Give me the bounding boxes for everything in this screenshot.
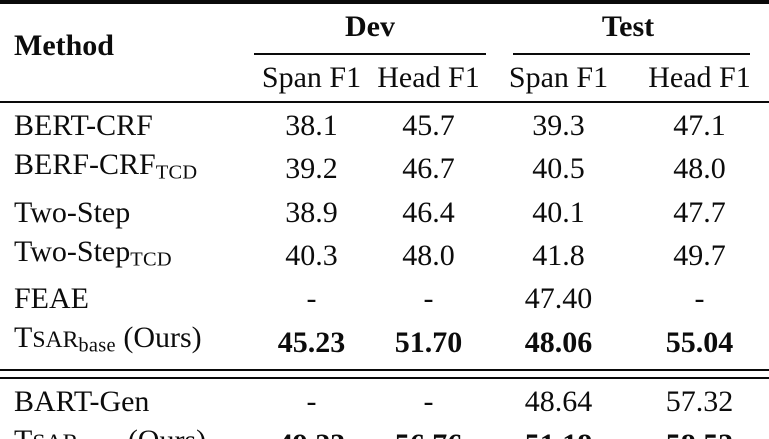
section-divider-row: [0, 369, 769, 380]
method-segment: SAR: [32, 430, 78, 439]
table-row: Two-StepTCD 40.3 48.0 41.8 49.7: [0, 232, 769, 280]
value-cell: 49.23: [253, 421, 370, 439]
value-cell: 48.0: [402, 239, 455, 273]
method-segment: SAR: [32, 327, 79, 354]
value-cell: 38.9: [285, 195, 338, 229]
header-sub-row: Span F1 Head F1 Span F1 Head F1: [0, 55, 769, 102]
value-cell: 46.7: [402, 152, 455, 186]
method-cell: BERT-CRF: [0, 102, 253, 145]
method-column-header: Method: [14, 29, 114, 62]
value-cell: -: [694, 282, 705, 316]
value-cell: -: [306, 385, 317, 419]
value-cell: -: [423, 385, 434, 419]
value-cell: 45.23: [277, 325, 346, 359]
method-segment: large: [78, 438, 120, 439]
subheader-dev-span-f1: Span F1: [261, 61, 362, 94]
table-row: BART-Gen - - 48.64 57.32: [0, 378, 769, 421]
table-header: Method Dev Test Span F1 Head F1 Span F1 …: [0, 2, 769, 102]
method-cell: TSARbase (Ours): [0, 318, 253, 370]
value-cell: 40.1: [532, 195, 585, 229]
method-segment: FEAE: [14, 282, 89, 316]
subheader-test-span-f1: Span F1: [508, 61, 609, 94]
value-cell: 51.18: [487, 421, 630, 439]
value-cell: 39.3: [532, 109, 585, 142]
section-divider: [0, 369, 769, 380]
dev-cmidrule: [254, 53, 487, 55]
method-segment: Two-Step: [14, 234, 131, 268]
table-row: FEAE - - 47.40 -: [0, 279, 769, 318]
value-cell: 51.70: [394, 325, 463, 359]
value-cell: 45.7: [402, 109, 455, 142]
value-cell: 48.0: [673, 152, 726, 186]
method-segment: Two-Step: [14, 195, 131, 229]
value-cell: 38.1: [285, 109, 338, 142]
value-cell: 46.4: [402, 195, 455, 229]
method-cell: Two-StepTCD: [0, 232, 253, 280]
value-cell: -: [306, 282, 317, 316]
value-cell: 57.32: [665, 385, 734, 419]
value-cell: 47.1: [673, 109, 726, 142]
subheader-test-head-f1: Head F1: [648, 61, 751, 94]
method-cell: Two-Step: [0, 193, 253, 232]
method-cell: FEAE: [0, 279, 253, 318]
method-segment: (Ours): [115, 321, 202, 355]
value-cell: 49.7: [673, 239, 726, 273]
method-segment: BERT-CRF: [14, 109, 153, 142]
results-section-baselines: BERT-CRF 38.1 45.7 39.3 47.1 BERF-CRFTCD 39.2 4…: [0, 102, 769, 370]
method-cell: TSARlarge (Ours): [0, 421, 253, 439]
value-cell: 40.3: [285, 239, 338, 273]
method-segment: base: [78, 335, 116, 358]
value-cell: 56.76: [370, 421, 487, 439]
group-label-test: Test: [601, 10, 655, 43]
section-divider-cell: [0, 369, 769, 380]
method-segment: (Ours): [120, 424, 206, 439]
value-cell: 47.7: [673, 195, 726, 229]
header-group-row: Method Dev Test: [0, 2, 769, 61]
method-segment: T: [14, 424, 32, 439]
value-cell: 47.40: [524, 282, 593, 316]
table-row: BERF-CRFTCD 39.2 46.7 40.5 48.0: [0, 145, 769, 193]
test-cmidrule: [513, 53, 751, 55]
group-header-dev: Dev: [253, 2, 487, 55]
method-segment: TCD: [130, 248, 172, 271]
value-cell: 40.5: [532, 152, 585, 186]
method-segment: BERF-CRF: [14, 148, 156, 181]
table-row: Two-Step 38.9 46.4 40.1 47.7: [0, 193, 769, 232]
method-cell: BERF-CRFTCD: [0, 145, 253, 193]
table-row: BERT-CRF 38.1 45.7 39.3 47.1: [0, 102, 769, 145]
table-row: TSARlarge (Ours)49.2356.7651.1858.53: [0, 421, 769, 439]
table-row: TSARbase (Ours) 45.23 51.70 48.06 55.04: [0, 318, 769, 370]
subheader-dev-head-f1: Head F1: [377, 61, 480, 94]
method-segment: T: [14, 321, 33, 355]
value-cell: 55.04: [665, 325, 734, 359]
method-cell: BART-Gen: [0, 378, 253, 421]
group-header-test: Test: [487, 2, 769, 55]
method-segment: BART-Gen: [14, 385, 150, 419]
value-cell: 39.2: [285, 152, 338, 186]
value-cell: 48.06: [524, 325, 593, 359]
method-segment: TCD: [155, 161, 198, 184]
value-cell: 58.53: [630, 421, 769, 439]
value-cell: -: [423, 282, 434, 316]
value-cell: 41.8: [532, 239, 585, 273]
group-label-dev: Dev: [345, 10, 395, 43]
value-cell: 48.64: [524, 385, 593, 419]
